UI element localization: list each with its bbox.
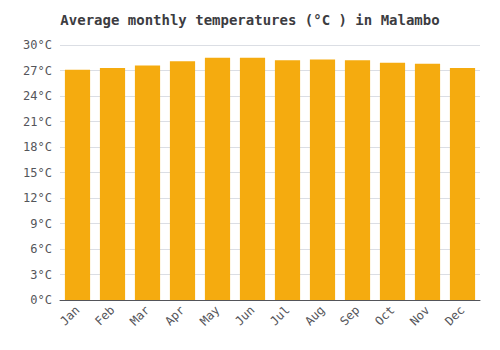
- svg-text:15°C: 15°C: [23, 166, 52, 180]
- svg-text:Dec: Dec: [442, 303, 467, 328]
- svg-text:Aug: Aug: [302, 303, 327, 328]
- svg-text:18°C: 18°C: [23, 140, 52, 154]
- svg-text:0°C: 0°C: [30, 293, 52, 307]
- svg-text:21°C: 21°C: [23, 115, 52, 129]
- svg-text:Oct: Oct: [372, 303, 397, 328]
- svg-text:Average monthly temperatures (: Average monthly temperatures (°C ) in Ma…: [60, 12, 439, 28]
- svg-text:Jul: Jul: [267, 303, 292, 328]
- svg-text:Apr: Apr: [162, 303, 187, 328]
- svg-text:3°C: 3°C: [30, 268, 52, 282]
- svg-text:27°C: 27°C: [23, 64, 52, 78]
- svg-text:Feb: Feb: [92, 303, 117, 328]
- svg-text:Nov: Nov: [407, 303, 432, 328]
- svg-text:30°C: 30°C: [23, 38, 52, 52]
- svg-text:Mar: Mar: [127, 303, 152, 328]
- svg-text:24°C: 24°C: [23, 89, 52, 103]
- svg-text:12°C: 12°C: [23, 191, 52, 205]
- svg-text:May: May: [197, 303, 222, 328]
- svg-text:Sep: Sep: [337, 303, 362, 328]
- svg-text:Jan: Jan: [57, 303, 82, 328]
- svg-text:Jun: Jun: [232, 303, 257, 328]
- svg-text:9°C: 9°C: [30, 217, 52, 231]
- svg-text:6°C: 6°C: [30, 242, 52, 256]
